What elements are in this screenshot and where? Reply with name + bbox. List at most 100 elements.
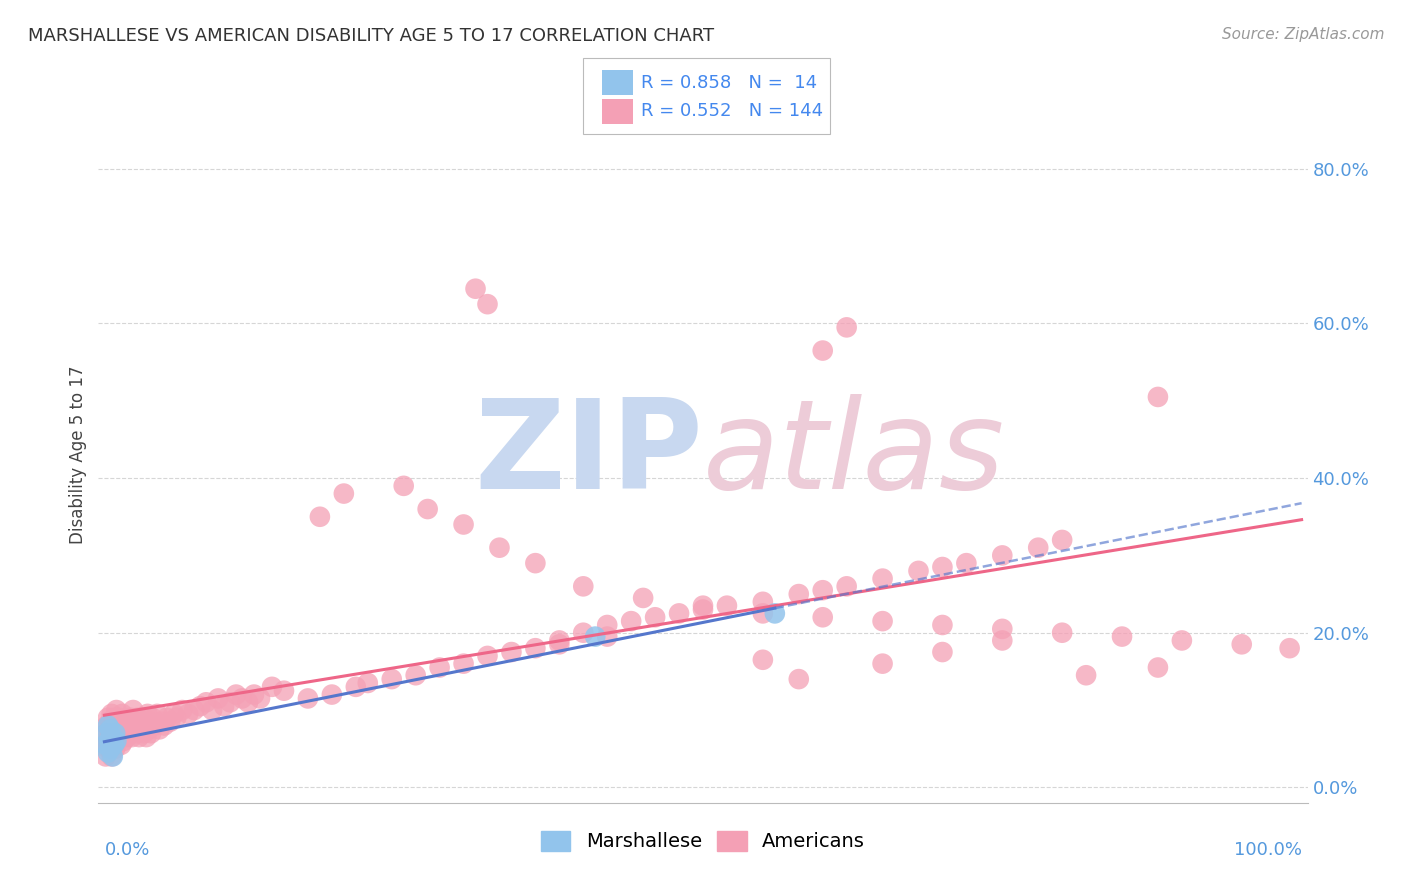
Point (416, 502, 439, 516)
Point (183, 703, 205, 717)
Point (107, 723, 129, 737)
Point (132, 726, 155, 740)
Text: R = 0.552   N = 144: R = 0.552 N = 144 (641, 103, 824, 120)
Point (105, 734, 128, 748)
Point (344, 680, 367, 694)
Point (100, 749, 122, 764)
Point (333, 486, 356, 500)
Point (101, 734, 124, 748)
Point (1230, 637, 1253, 651)
Point (357, 676, 380, 690)
Point (321, 688, 343, 702)
Point (105, 734, 128, 748)
Point (1050, 533, 1073, 547)
Point (115, 730, 138, 744)
Point (94, 749, 117, 764)
Point (872, 614, 894, 628)
Point (524, 556, 547, 570)
Point (811, 343, 834, 358)
Point (207, 691, 229, 706)
Point (955, 556, 977, 570)
Point (477, 648, 499, 663)
Point (97, 718, 120, 732)
Point (101, 749, 124, 764)
Point (108, 718, 131, 732)
Point (453, 517, 475, 532)
Point (225, 688, 247, 702)
Point (811, 583, 834, 598)
Point (100, 730, 122, 744)
Point (453, 657, 475, 671)
Point (991, 549, 1014, 563)
Point (150, 714, 173, 729)
Point (931, 618, 953, 632)
Point (98, 723, 121, 737)
Point (100, 741, 122, 756)
Point (668, 607, 690, 621)
Point (787, 672, 810, 686)
Point (96, 726, 118, 740)
Point (97, 711, 120, 725)
Point (98, 730, 121, 744)
Point (117, 718, 139, 732)
Point (692, 602, 714, 616)
Point (128, 730, 150, 744)
Point (620, 614, 643, 628)
Point (103, 738, 125, 752)
Point (835, 320, 858, 334)
Point (429, 660, 451, 674)
Point (100, 714, 122, 729)
Point (139, 726, 162, 740)
Point (219, 695, 242, 709)
Point (136, 706, 159, 721)
Point (111, 726, 134, 740)
Point (96, 738, 118, 752)
Point (752, 653, 775, 667)
Point (872, 657, 894, 671)
Point (122, 703, 145, 717)
Point (103, 738, 125, 752)
Point (631, 591, 654, 605)
Point (124, 718, 146, 732)
Point (139, 714, 162, 729)
Point (787, 587, 810, 601)
Point (692, 599, 714, 613)
Point (249, 691, 271, 706)
Point (94, 738, 117, 752)
Text: atlas: atlas (703, 394, 1005, 516)
Point (131, 723, 153, 737)
Point (243, 688, 266, 702)
Point (124, 723, 146, 737)
Point (572, 625, 595, 640)
Point (143, 718, 166, 732)
Y-axis label: Disability Age 5 to 17: Disability Age 5 to 17 (69, 366, 87, 544)
Point (105, 714, 128, 729)
Point (273, 683, 295, 698)
Point (94, 726, 117, 740)
Point (97, 734, 120, 748)
Point (583, 630, 606, 644)
Point (405, 668, 427, 682)
Point (97, 741, 120, 756)
Point (127, 711, 149, 725)
Point (112, 734, 135, 748)
Point (596, 630, 619, 644)
Point (121, 730, 143, 744)
Point (110, 738, 132, 752)
Point (381, 672, 404, 686)
Text: MARSHALLESE VS AMERICAN DISABILITY AGE 5 TO 17 CORRELATION CHART: MARSHALLESE VS AMERICAN DISABILITY AGE 5… (28, 27, 714, 45)
Text: 100.0%: 100.0% (1233, 841, 1302, 859)
Point (716, 599, 738, 613)
Text: 0.0%: 0.0% (104, 841, 150, 859)
Point (132, 711, 155, 725)
Point (188, 699, 211, 714)
Point (1171, 633, 1194, 648)
Point (231, 691, 253, 706)
Text: ZIP: ZIP (474, 394, 703, 516)
Point (104, 741, 127, 756)
Point (96, 718, 118, 732)
Point (125, 726, 148, 740)
Point (392, 479, 415, 493)
Point (104, 726, 127, 740)
Point (548, 637, 571, 651)
